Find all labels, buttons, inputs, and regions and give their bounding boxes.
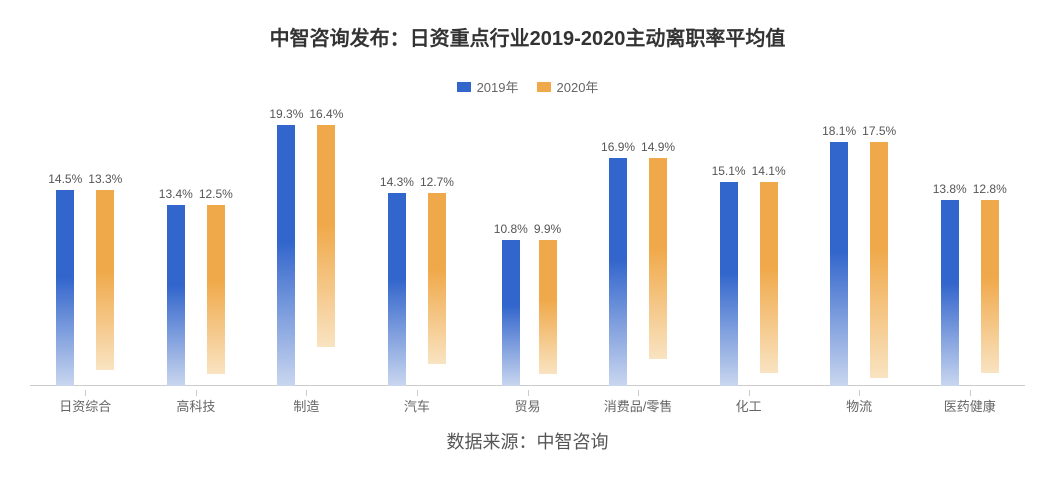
bar-rect-2020 bbox=[539, 240, 557, 374]
bar-2019: 15.1% bbox=[712, 164, 746, 386]
bar-value-label: 12.8% bbox=[973, 182, 1007, 196]
bar-group: 14.3% 12.7% bbox=[382, 175, 452, 386]
bar-2020: 13.3% bbox=[88, 172, 122, 386]
bar-rect-2020 bbox=[207, 205, 225, 374]
chart-area: 14.5%13.3%13.4%12.5%19.3%16.4%14.3%12.7%… bbox=[30, 116, 1025, 426]
legend-item-2020: 2020年 bbox=[537, 77, 599, 96]
chart-title: 中智咨询发布：日资重点行业2019-2020主动离职率平均值 bbox=[0, 0, 1055, 51]
bar-rect-2020 bbox=[649, 158, 667, 359]
bar-group: 14.5% 13.3% bbox=[50, 172, 120, 386]
x-tick-label: 化工 bbox=[694, 396, 804, 415]
legend-label-2019: 2019年 bbox=[477, 77, 519, 96]
bar-value-label: 14.3% bbox=[380, 175, 414, 189]
legend: 2019年 2020年 bbox=[0, 77, 1055, 96]
x-tick-mark bbox=[306, 390, 307, 396]
bar-value-label: 15.1% bbox=[712, 164, 746, 178]
bar-value-label: 9.9% bbox=[534, 222, 561, 236]
bar-rect-2019 bbox=[941, 200, 959, 386]
legend-swatch-2019 bbox=[457, 82, 471, 92]
x-tick-mark bbox=[528, 390, 529, 396]
bar-group: 16.9% 14.9% bbox=[603, 140, 673, 386]
bar-rect-2019 bbox=[720, 182, 738, 386]
bar-rect-2019 bbox=[167, 205, 185, 386]
bar-2019: 14.5% bbox=[48, 172, 82, 386]
bar-value-label: 13.4% bbox=[159, 187, 193, 201]
bar-group: 15.1% 14.1% bbox=[714, 164, 784, 386]
x-axis: 日资综合高科技制造汽车贸易消费品/零售化工物流医药健康 bbox=[30, 386, 1025, 426]
bar-rect-2020 bbox=[981, 200, 999, 373]
bar-rect-2020 bbox=[317, 125, 335, 346]
bar-value-label: 14.9% bbox=[641, 140, 675, 154]
bar-rect-2020 bbox=[870, 142, 888, 378]
bar-rect-2019 bbox=[609, 158, 627, 386]
bar-2019: 13.8% bbox=[933, 182, 967, 386]
bar-group: 18.1% 17.5% bbox=[824, 124, 894, 386]
bar-value-label: 18.1% bbox=[822, 124, 856, 138]
bar-value-label: 10.8% bbox=[494, 222, 528, 236]
bar-2020: 12.8% bbox=[973, 182, 1007, 386]
bar-2020: 17.5% bbox=[862, 124, 896, 386]
bar-value-label: 13.3% bbox=[88, 172, 122, 186]
bar-2020: 12.5% bbox=[199, 187, 233, 386]
bar-group: 13.8% 12.8% bbox=[935, 182, 1005, 386]
bar-rect-2019 bbox=[277, 125, 295, 386]
plot: 14.5%13.3%13.4%12.5%19.3%16.4%14.3%12.7%… bbox=[30, 116, 1025, 386]
bar-2020: 9.9% bbox=[534, 222, 561, 386]
bar-value-label: 19.3% bbox=[269, 107, 303, 121]
legend-label-2020: 2020年 bbox=[557, 77, 599, 96]
bar-value-label: 17.5% bbox=[862, 124, 896, 138]
x-tick-label: 贸易 bbox=[473, 396, 583, 415]
x-tick-label: 日资综合 bbox=[30, 396, 140, 415]
x-tick-label: 物流 bbox=[804, 396, 914, 415]
bar-group: 10.8% 9.9% bbox=[493, 222, 563, 386]
bar-value-label: 14.1% bbox=[752, 164, 786, 178]
bar-rect-2019 bbox=[56, 190, 74, 386]
x-tick-label: 医药健康 bbox=[915, 396, 1025, 415]
bar-rect-2020 bbox=[428, 193, 446, 364]
bar-2019: 18.1% bbox=[822, 124, 856, 386]
bar-2019: 10.8% bbox=[494, 222, 528, 386]
bar-2019: 14.3% bbox=[380, 175, 414, 386]
x-tick-mark bbox=[196, 390, 197, 396]
bar-2019: 19.3% bbox=[269, 107, 303, 386]
bar-2020: 12.7% bbox=[420, 175, 454, 386]
bar-value-label: 13.8% bbox=[933, 182, 967, 196]
bar-value-label: 16.9% bbox=[601, 140, 635, 154]
x-tick-mark bbox=[417, 390, 418, 396]
bar-rect-2019 bbox=[388, 193, 406, 386]
bar-value-label: 12.5% bbox=[199, 187, 233, 201]
x-tick-mark bbox=[638, 390, 639, 396]
bar-value-label: 12.7% bbox=[420, 175, 454, 189]
x-tick-label: 制造 bbox=[251, 396, 361, 415]
x-tick-mark bbox=[749, 390, 750, 396]
bar-rect-2019 bbox=[830, 142, 848, 386]
x-tick-label: 汽车 bbox=[362, 396, 472, 415]
bar-rect-2020 bbox=[96, 190, 114, 370]
bar-rect-2020 bbox=[760, 182, 778, 372]
bar-2019: 16.9% bbox=[601, 140, 635, 386]
bar-group: 19.3% 16.4% bbox=[271, 107, 341, 386]
legend-swatch-2020 bbox=[537, 82, 551, 92]
x-tick-label: 高科技 bbox=[141, 396, 251, 415]
bar-2019: 13.4% bbox=[159, 187, 193, 386]
x-tick-label: 消费品/零售 bbox=[583, 396, 693, 415]
source-label: 数据来源：中智咨询 bbox=[0, 428, 1055, 454]
bar-group: 13.4% 12.5% bbox=[161, 187, 231, 386]
x-tick-mark bbox=[859, 390, 860, 396]
bar-value-label: 14.5% bbox=[48, 172, 82, 186]
bar-rect-2019 bbox=[502, 240, 520, 386]
bar-value-label: 16.4% bbox=[309, 107, 343, 121]
legend-item-2019: 2019年 bbox=[457, 77, 519, 96]
x-tick-mark bbox=[85, 390, 86, 396]
bar-2020: 16.4% bbox=[309, 107, 343, 386]
bar-2020: 14.1% bbox=[752, 164, 786, 386]
bar-2020: 14.9% bbox=[641, 140, 675, 386]
x-tick-mark bbox=[970, 390, 971, 396]
